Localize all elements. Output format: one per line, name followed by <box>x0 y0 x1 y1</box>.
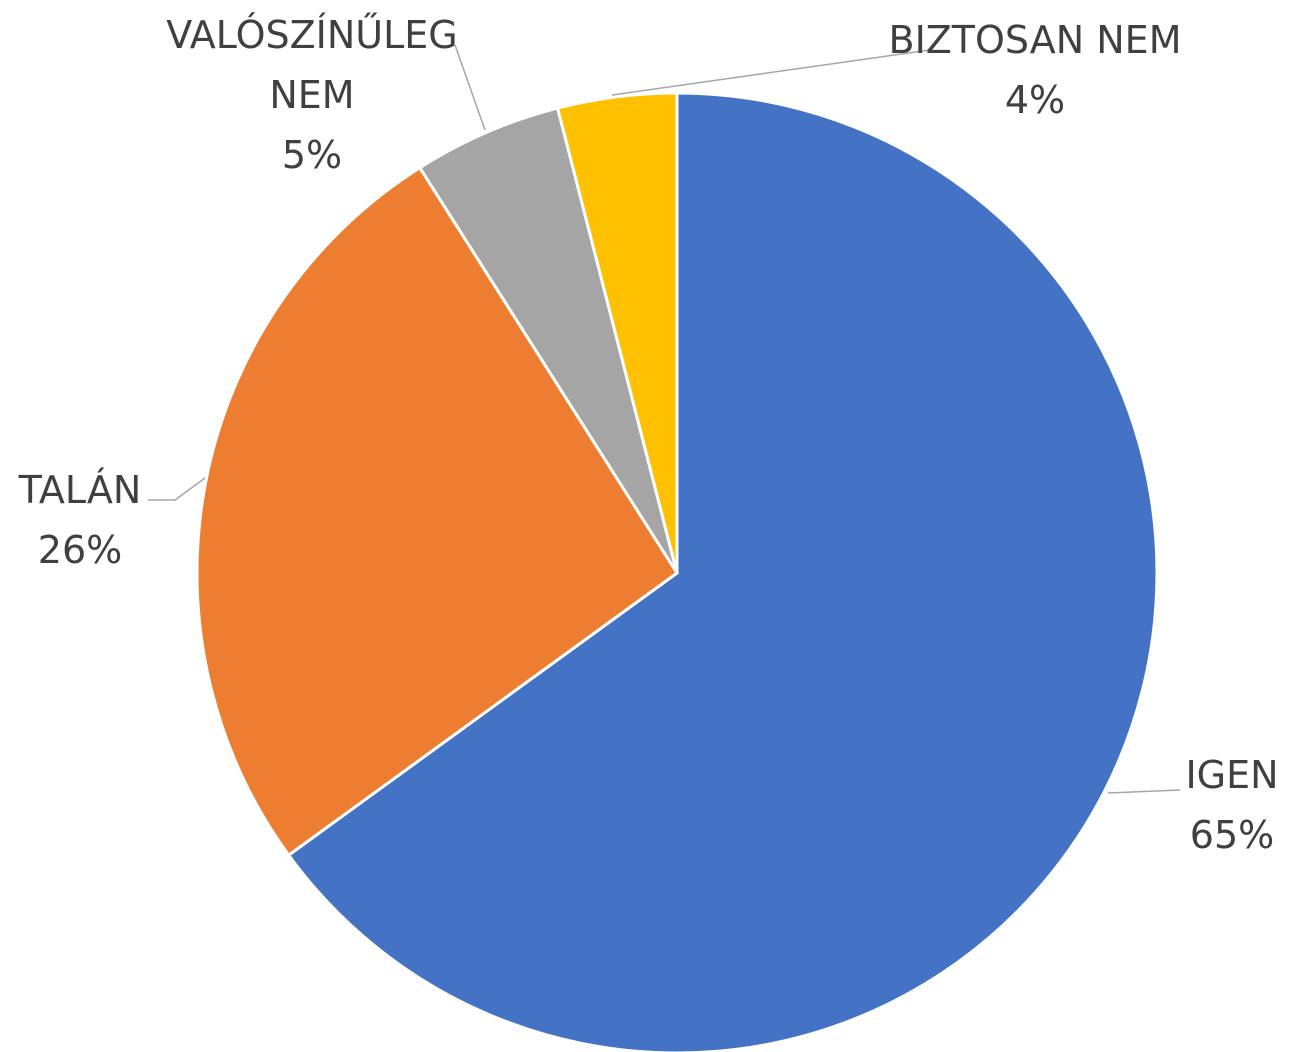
leader-line <box>611 49 931 96</box>
category-label: BIZTOSAN NEM <box>888 18 1182 62</box>
leader-line <box>1107 789 1181 794</box>
leader-line <box>148 477 206 501</box>
pie-slice <box>555 91 679 574</box>
data-label: TALÁN 26% <box>0 460 180 580</box>
leader-line <box>454 44 486 131</box>
data-label: BIZTOSAN NEM 4% <box>885 10 1185 130</box>
value-label: 65% <box>1189 813 1275 857</box>
category-label: TALÁN <box>18 468 142 512</box>
pie-slice <box>417 106 679 574</box>
pie-slice <box>195 165 680 858</box>
category-label: IGEN <box>1185 753 1279 797</box>
data-label: IGEN 65% <box>1132 745 1301 865</box>
value-label: 26% <box>37 528 123 572</box>
value-label: 5% <box>281 133 343 177</box>
data-label: VALÓSZÍNŰLEG NEM 5% <box>162 5 462 185</box>
pie-slice <box>286 91 1159 1052</box>
value-label: 4% <box>1004 78 1066 122</box>
category-label: VALÓSZÍNŰLEG NEM <box>166 13 458 117</box>
